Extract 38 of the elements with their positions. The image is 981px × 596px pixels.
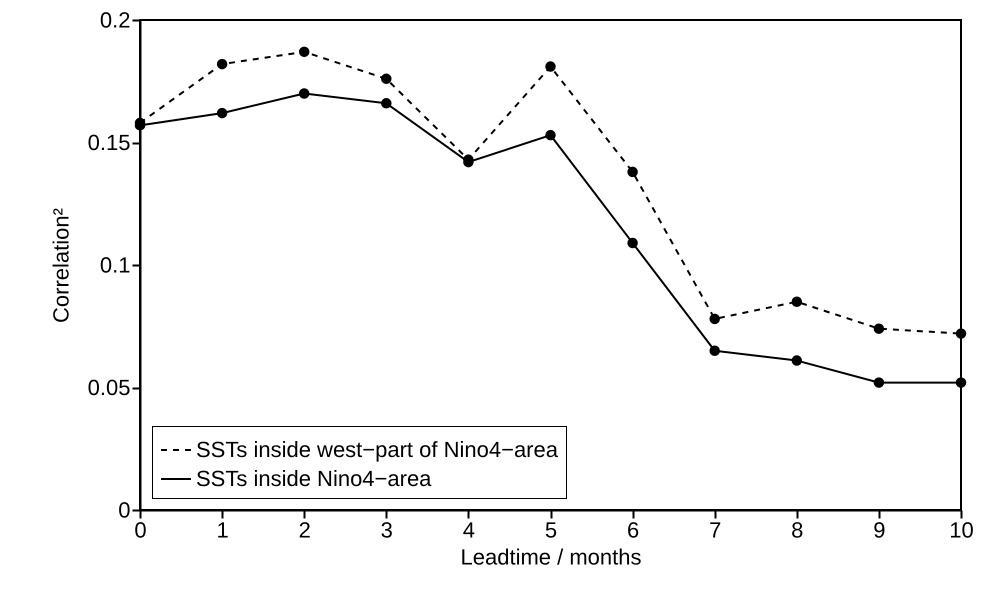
legend-label: SSTs inside west−part of Nino4−area	[196, 437, 559, 462]
point	[792, 355, 802, 366]
point	[627, 238, 638, 248]
x-tick-label: 1	[216, 518, 229, 542]
y-tick-label: 0	[118, 498, 130, 522]
x-tick-label: 4	[462, 518, 476, 542]
x-tick-label: 0	[134, 518, 147, 542]
point	[298, 46, 310, 58]
point	[709, 346, 720, 356]
y-tick-label: 0.2	[100, 8, 130, 32]
x-tick-label: 2	[298, 518, 311, 542]
y-tick-label: 0.05	[88, 375, 130, 400]
x-tick-label: 3	[380, 518, 393, 542]
point	[381, 98, 392, 109]
point	[956, 328, 966, 339]
y-tick-label: 0.15	[88, 130, 130, 155]
point	[216, 58, 228, 70]
point	[956, 377, 966, 388]
x-tick-label: 5	[544, 518, 558, 542]
x-tick-label: 9	[873, 518, 886, 542]
x-tick-label: 8	[791, 518, 804, 542]
point	[545, 61, 556, 72]
point	[627, 166, 638, 178]
point	[298, 88, 310, 99]
point	[792, 296, 802, 307]
point	[709, 314, 720, 324]
x-tick-label: 6	[626, 518, 640, 542]
point	[381, 74, 392, 84]
point	[874, 323, 884, 334]
y-axis-title: Correlation²	[48, 208, 74, 323]
x-tick-label: 7	[709, 518, 722, 542]
point	[216, 108, 228, 118]
y-tick-label: 0.1	[100, 252, 130, 278]
x-axis-title: Leadtime / months	[460, 544, 642, 570]
point	[874, 377, 884, 388]
legend-label: SSTs inside Nino4−area	[196, 466, 432, 491]
x-tick-label: 10	[949, 518, 974, 542]
point	[545, 130, 556, 140]
